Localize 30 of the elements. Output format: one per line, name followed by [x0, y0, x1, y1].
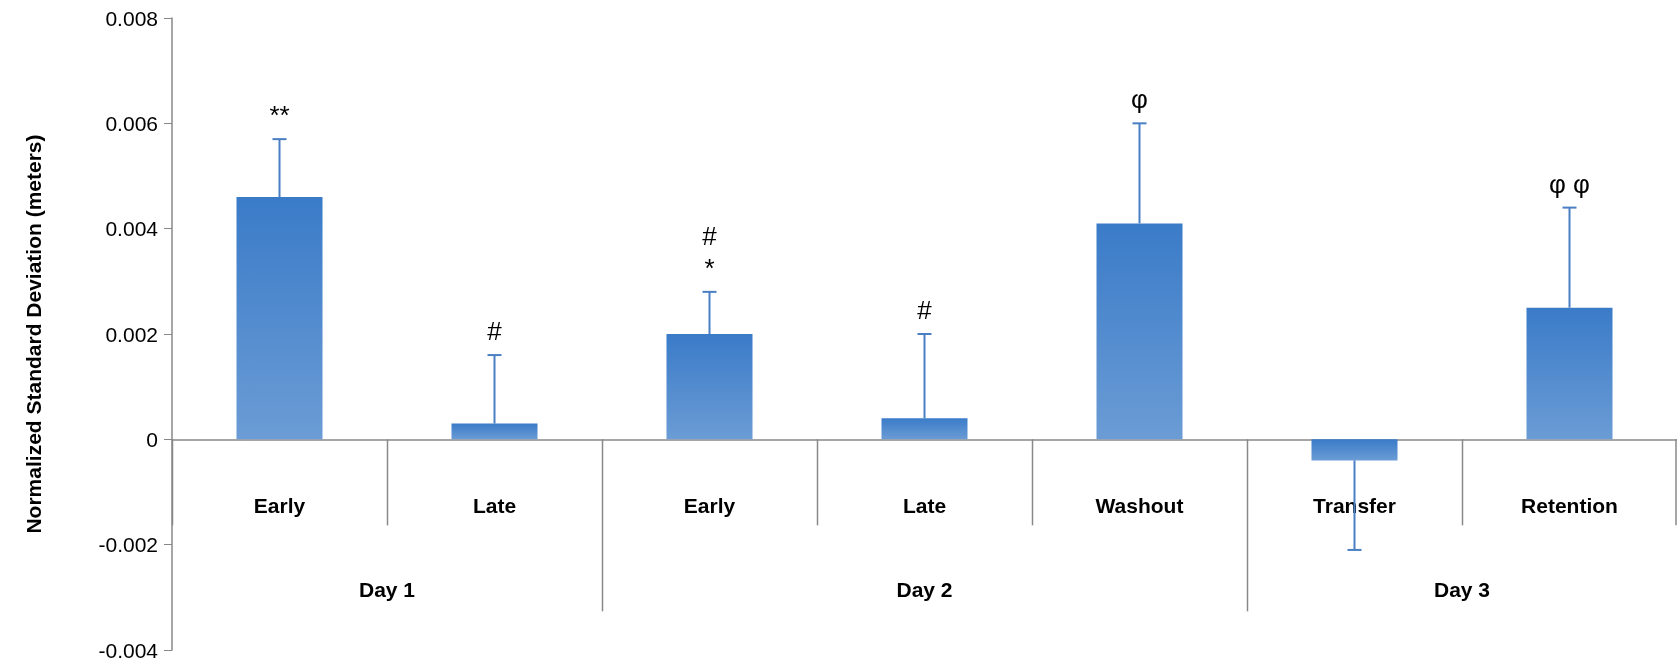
annotation: #: [487, 316, 503, 347]
annotation: Day 1: [358, 577, 416, 601]
bar: [881, 418, 968, 440]
annotation: Day 3: [1433, 577, 1491, 601]
y-tick-label: 0.004: [105, 217, 159, 241]
y-tick-label: 0.006: [105, 111, 158, 135]
x-tick-label: Early: [683, 494, 736, 518]
bar: [1526, 307, 1613, 440]
bar: [1311, 439, 1398, 461]
annotation: Day 2: [896, 577, 953, 601]
bar: [1096, 223, 1183, 440]
bar: [666, 334, 753, 440]
annotation: **: [269, 100, 290, 131]
y-tick-label: -0.002: [98, 533, 158, 557]
y-axis-title: Normalized Standard Deviation (meters): [22, 134, 45, 534]
x-tick-label: Early: [253, 494, 306, 518]
annotation: # *: [702, 220, 718, 283]
bar: [451, 423, 538, 440]
x-tick-label: Late: [472, 494, 517, 518]
annotation: φ: [1131, 84, 1148, 115]
x-tick-label: Retention: [1521, 494, 1618, 518]
y-tick-label: 0: [146, 427, 158, 451]
x-tick-label: Washout: [1095, 494, 1184, 518]
y-tick-label: -0.004: [98, 638, 159, 662]
y-tick-label: 0.008: [105, 6, 158, 30]
x-tick-label: Late: [902, 494, 947, 518]
annotation: #: [917, 295, 933, 325]
y-tick-label: 0.002: [105, 322, 158, 346]
bar: [236, 197, 323, 440]
annotation: φ φ: [1549, 168, 1590, 199]
